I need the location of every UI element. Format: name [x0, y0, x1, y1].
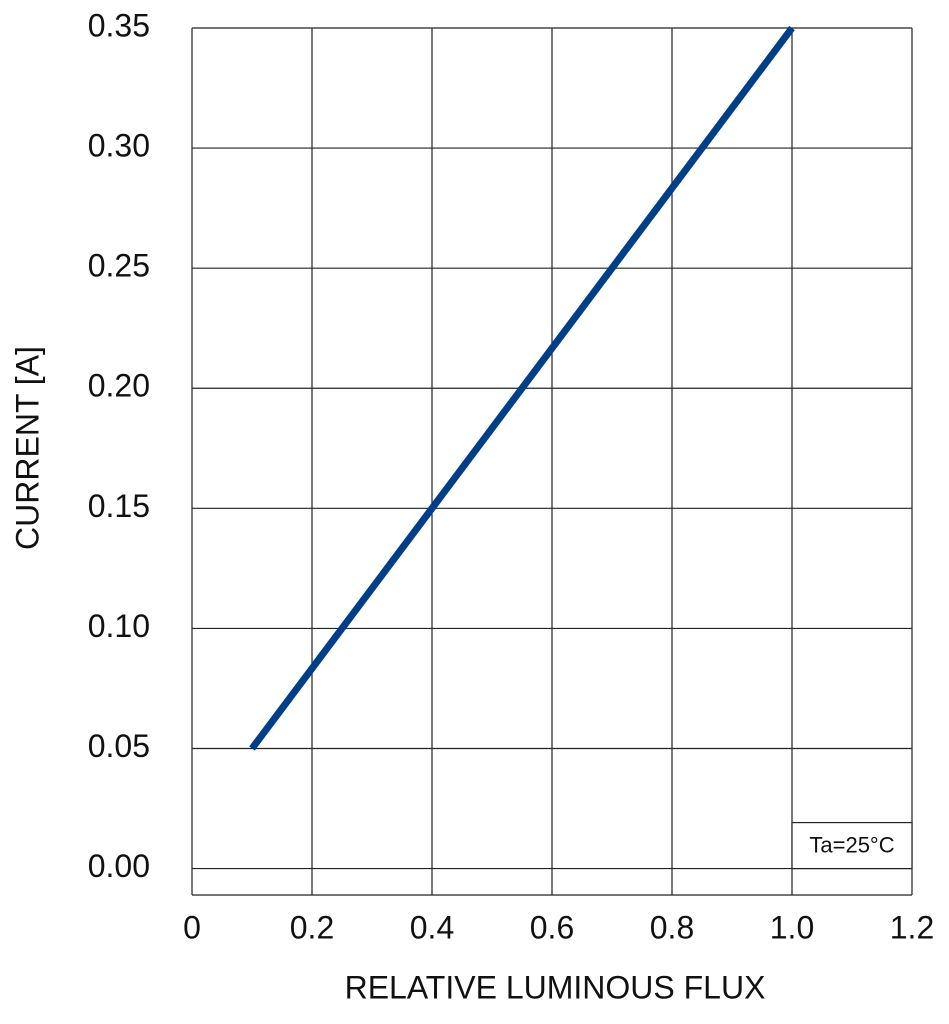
annotation: Ta=25°C [809, 832, 894, 857]
y-tick-label: 0.15 [88, 488, 150, 524]
y-axis-label: CURRENT [A] [9, 346, 45, 550]
x-tick-label: 0.6 [530, 909, 574, 945]
x-tick-label: 1.2 [890, 909, 934, 945]
y-tick-label: 0.00 [88, 848, 150, 884]
x-tick-label: 1.0 [770, 909, 814, 945]
x-tick-label: 0.2 [290, 909, 334, 945]
y-tick-label: 0.20 [88, 368, 150, 404]
y-tick-label: 0.25 [88, 248, 150, 284]
x-axis-label: RELATIVE LUMINOUS FLUX [345, 969, 766, 1005]
annotation-box [791, 821, 913, 870]
y-tick-label: 0.35 [88, 7, 150, 43]
line [249, 25, 795, 751]
y-tick-label: 0.05 [88, 728, 150, 764]
x-tick-label: 0.8 [650, 909, 694, 945]
y-tick-label: 0.10 [88, 608, 150, 644]
x-tick-label: 0 [183, 909, 201, 945]
y-tick-label: 0.30 [88, 128, 150, 164]
x-tick-label: 0.4 [410, 909, 454, 945]
